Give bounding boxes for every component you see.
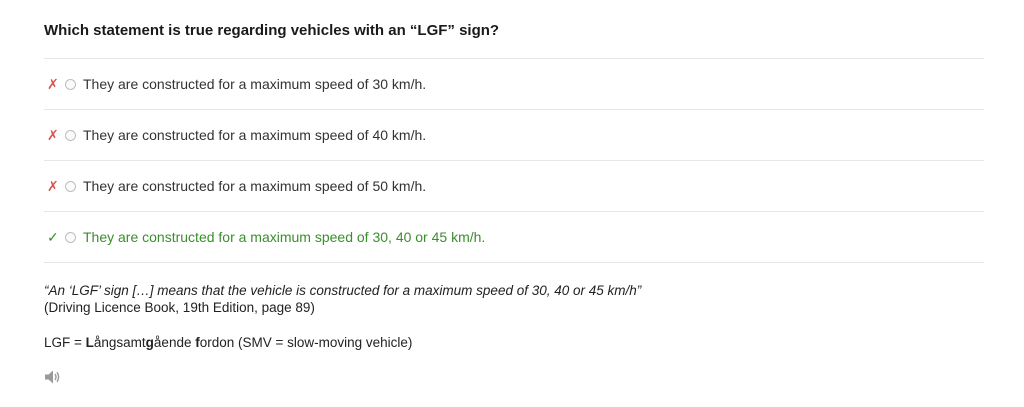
abbreviation-suffix: (SMV = slow-moving vehicle) (234, 335, 413, 350)
question-title: Which statement is true regarding vehicl… (44, 22, 500, 39)
check-mark-icon: ✓ (47, 228, 59, 245)
answer-option-text: They are constructed for a maximum speed… (83, 127, 427, 143)
radio-button[interactable] (65, 129, 76, 141)
abbreviation-line: LGF = Långsamtgående fordon (SMV = slow-… (44, 335, 412, 350)
radio-button[interactable] (65, 78, 76, 90)
wrong-mark-icon: ✗ (47, 177, 59, 194)
answer-option-3[interactable]: ✗ They are constructed for a maximum spe… (44, 161, 984, 212)
answer-options: ✗ They are constructed for a maximum spe… (44, 58, 984, 263)
abbreviation-letter: L (85, 335, 94, 350)
explanation-quote: “An ‘LGF’ sign […] means that the vehicl… (44, 283, 642, 298)
speaker-icon[interactable] (44, 369, 62, 385)
abbreviation-text: ångsamt (93, 335, 146, 350)
explanation-source: (Driving Licence Book, 19th Edition, pag… (44, 300, 315, 315)
radio-button[interactable] (65, 180, 76, 192)
abbreviation-letter: g (145, 335, 154, 350)
radio-button[interactable] (65, 231, 76, 243)
answer-option-text: They are constructed for a maximum speed… (83, 229, 486, 245)
answer-option-1[interactable]: ✗ They are constructed for a maximum spe… (44, 59, 984, 110)
wrong-mark-icon: ✗ (47, 75, 59, 92)
answer-option-text: They are constructed for a maximum speed… (83, 178, 427, 194)
wrong-mark-icon: ✗ (47, 126, 59, 143)
abbreviation-letter: f (195, 335, 200, 350)
abbreviation-text: ordon (199, 335, 235, 350)
explanation: “An ‘LGF’ sign […] means that the vehicl… (44, 282, 641, 316)
abbreviation-text: ående (153, 335, 196, 350)
answer-option-2[interactable]: ✗ They are constructed for a maximum spe… (44, 110, 984, 161)
abbreviation-prefix: LGF = (44, 335, 86, 350)
answer-option-4[interactable]: ✓ They are constructed for a maximum spe… (44, 212, 984, 263)
answer-option-text: They are constructed for a maximum speed… (83, 76, 427, 92)
